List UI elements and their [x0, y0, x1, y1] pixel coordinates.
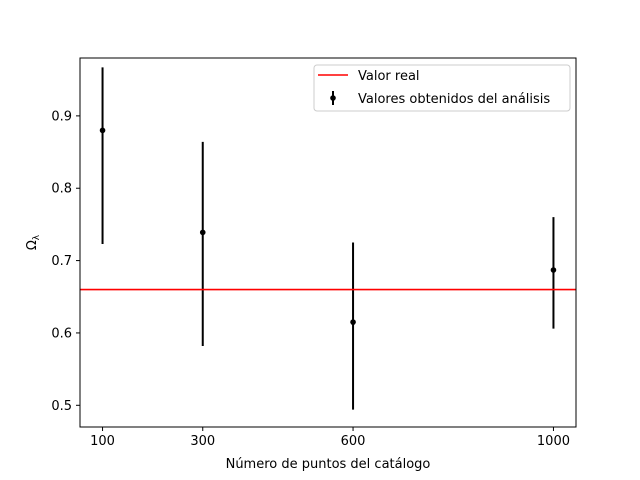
y-tick-label-2: 0.7	[51, 254, 72, 269]
y-axis-label: Ωλ	[25, 234, 42, 250]
legend-marker-valores-obtenidos	[330, 91, 336, 105]
y-tick-label-0: 0.5	[51, 399, 72, 414]
axes-frame	[79, 57, 577, 428]
y-axis-label-subscript: λ	[32, 234, 42, 240]
x-axis-label: Número de puntos del catálogo	[226, 457, 431, 472]
legend-label-valor-real: Valor real	[358, 69, 420, 84]
x-tick-label-600: 600	[341, 434, 366, 449]
data-point-100	[99, 127, 106, 134]
legend-marker-point	[330, 95, 336, 101]
data-point-300	[199, 229, 206, 236]
x-tick-label-1000: 1000	[537, 434, 570, 449]
data-point-600	[350, 319, 356, 325]
legend-box	[313, 64, 571, 112]
y-tick-label-1: 0.6	[51, 326, 72, 341]
y-tick-label-4: 0.9	[51, 109, 72, 124]
data-point-1000	[550, 267, 557, 273]
y-axis-label-symbol: Ω	[25, 240, 40, 250]
x-axis-ticks: 100 300 600 1000	[90, 427, 570, 449]
x-tick-label-100: 100	[90, 434, 115, 449]
plot-area	[80, 67, 576, 410]
y-tick-label-3: 0.8	[51, 182, 72, 197]
legend-label-valores-obtenidos: Valores obtenidos del análisis	[358, 92, 550, 107]
x-tick-label-300: 300	[190, 434, 215, 449]
y-axis-ticks: 0.5 0.6 0.7 0.8 0.9	[51, 109, 80, 414]
legend: Valor real Valores obtenidos del análisi…	[313, 64, 571, 112]
